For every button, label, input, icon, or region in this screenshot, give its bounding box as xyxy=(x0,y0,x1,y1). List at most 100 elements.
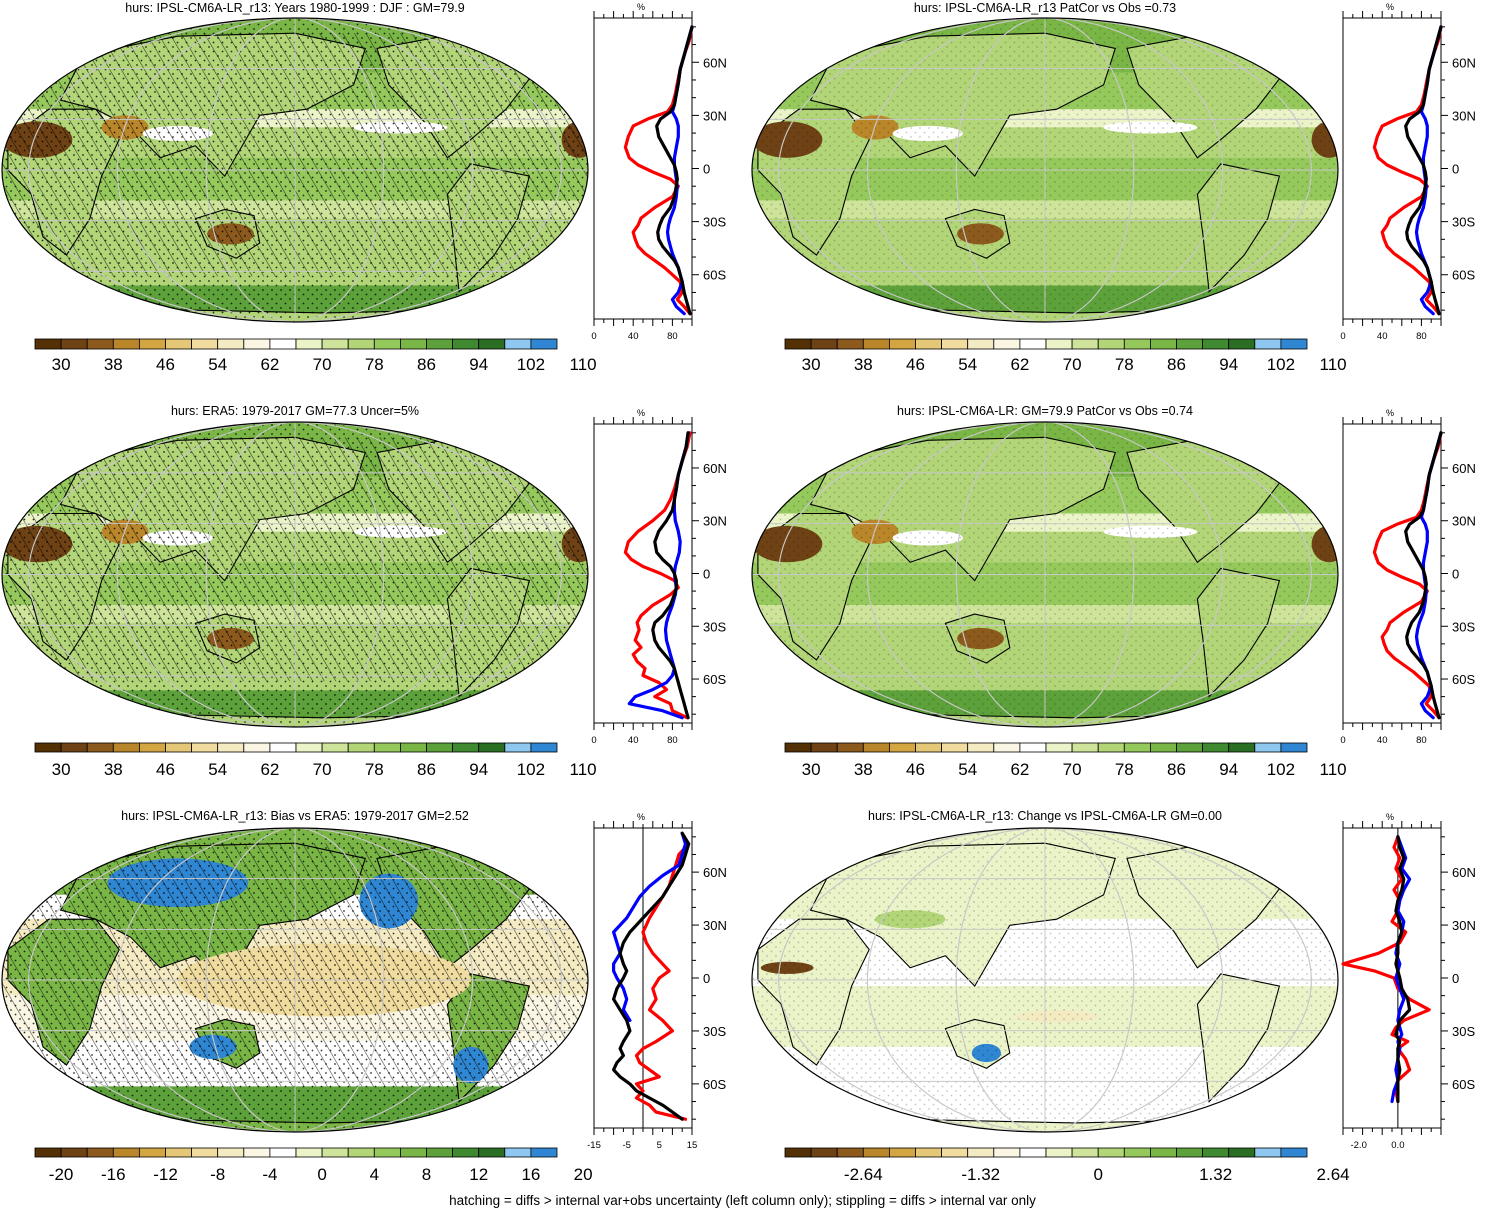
colorbar-tick-label: 38 xyxy=(104,355,123,374)
x-tick-label: 0 xyxy=(1340,735,1345,746)
x-tick-label: 0.0 xyxy=(1391,1140,1404,1151)
colorbar: 30 38 46 54 62 70 78 86 94 102 110 xyxy=(784,742,1347,779)
y-tick-label: 60S xyxy=(703,268,726,283)
colorbar-swatch xyxy=(426,742,454,753)
colorbar-tick-label: -20 xyxy=(49,1165,74,1184)
colorbar-swatch xyxy=(1228,338,1256,350)
graticule-meridian xyxy=(28,18,562,322)
colorbar-swatch xyxy=(86,742,114,753)
y-tick-label: 60N xyxy=(703,55,727,70)
colorbar-swatch xyxy=(1202,742,1230,753)
colorbar-swatch xyxy=(1071,1147,1099,1158)
colorbar-swatch xyxy=(165,338,193,350)
colorbar-swatch xyxy=(138,742,166,753)
y-tick-label: 30S xyxy=(703,619,726,634)
zonal-series-line xyxy=(612,831,691,1121)
colorbar-tick-label: 8 xyxy=(422,1165,431,1184)
zonal-series-line xyxy=(1404,431,1443,720)
x-tick-label: 40 xyxy=(628,331,639,342)
y-tick-label: 30N xyxy=(1452,918,1476,933)
colorbar-swatch xyxy=(165,1147,193,1158)
y-tick-label: 0 xyxy=(1452,162,1459,177)
colorbar-swatch xyxy=(478,742,506,753)
colorbar-tick-label: 1.32 xyxy=(1199,1165,1232,1184)
colorbar-tick-label: -16 xyxy=(101,1165,126,1184)
colorbar-swatch xyxy=(1097,1147,1125,1158)
colorbar-swatch xyxy=(165,742,193,753)
graticule-meridian xyxy=(866,422,1224,727)
graticule-meridian xyxy=(778,828,1312,1132)
colorbar: 30 38 46 54 62 70 78 86 94 102 110 xyxy=(34,742,597,779)
panel-title: hurs: IPSL-CM6A-LR_r13: Bias vs ERA5: 19… xyxy=(121,809,469,823)
colorbar-tick-label: 110 xyxy=(570,760,597,779)
colorbar-swatch xyxy=(1280,1147,1308,1158)
x-tick-label: -5 xyxy=(622,1140,630,1151)
colorbar-swatch xyxy=(452,742,480,753)
colorbar-tick-label: -2.64 xyxy=(844,1165,883,1184)
zonal-series-line xyxy=(623,431,692,720)
y-tick-label: 0 xyxy=(703,971,710,986)
colorbar-swatch xyxy=(862,742,890,753)
x-tick-label: 0 xyxy=(591,331,596,342)
colorbar-swatch xyxy=(269,742,297,753)
map-outline xyxy=(1,17,589,323)
colorbar-swatch xyxy=(810,742,838,753)
colorbar-swatch xyxy=(399,1147,427,1158)
colorbar-tick-label: 30 xyxy=(802,355,821,374)
panel-middle-left: hurs: ERA5: 1979-2017 GM=77.3 Uncer=5% 30… xyxy=(1,404,727,779)
colorbar-swatch xyxy=(1176,1147,1204,1158)
panel-top-right: hurs: IPSL-CM6A-LR_r13 PatCor vs Obs =0.… xyxy=(751,1,1476,374)
zonal-mean-plot: % -2.0 0.0 60N 30N 0 30S 60S xyxy=(1341,812,1476,1151)
colorbar-tick-label: -8 xyxy=(210,1165,225,1184)
colorbar-tick-label: 78 xyxy=(1115,355,1134,374)
y-tick-label: 0 xyxy=(1452,971,1459,986)
colorbar-tick-label: 46 xyxy=(906,760,925,779)
colorbar-swatch xyxy=(112,338,140,350)
colorbar-swatch xyxy=(217,338,245,350)
map-outline xyxy=(1,827,589,1133)
colorbar-swatch xyxy=(60,1147,88,1158)
map-field xyxy=(2,422,588,727)
colorbar-swatch xyxy=(784,1147,812,1158)
panel-middle-right: hurs: IPSL-CM6A-LR: GM=79.9 PatCor vs Ob… xyxy=(751,404,1476,779)
x-tick-label: 40 xyxy=(1377,331,1388,342)
colorbar-swatch xyxy=(1123,338,1151,350)
colorbar-tick-label: 94 xyxy=(469,355,488,374)
colorbar-swatch xyxy=(530,1147,558,1158)
graticule-meridian xyxy=(866,828,1224,1132)
colorbar-tick-label: 4 xyxy=(370,1165,379,1184)
x-tick-label: 80 xyxy=(1416,331,1427,342)
colorbar-swatch xyxy=(34,1147,62,1158)
colorbar-tick-label: 54 xyxy=(208,760,227,779)
colorbar-swatch xyxy=(426,338,454,350)
colorbar-swatch xyxy=(347,338,375,350)
colorbar-swatch xyxy=(1071,338,1099,350)
colorbar-swatch xyxy=(138,1147,166,1158)
panel-title: hurs: IPSL-CM6A-LR_r13: Years 1980-1999 … xyxy=(125,1,464,15)
colorbar-tick-label: 46 xyxy=(906,355,925,374)
graticule-meridian xyxy=(205,422,385,727)
colorbar-tick-label: 30 xyxy=(802,760,821,779)
colorbar-tick-label: 110 xyxy=(1320,355,1347,374)
colorbar-swatch xyxy=(1019,338,1047,350)
colorbar-swatch xyxy=(269,1147,297,1158)
colorbar-tick-label: 70 xyxy=(313,760,332,779)
colorbar-swatch xyxy=(1254,742,1282,753)
colorbar-tick-label: 46 xyxy=(156,355,175,374)
colorbar-swatch xyxy=(191,338,219,350)
y-tick-label: 60N xyxy=(703,461,727,476)
colorbar-swatch xyxy=(1254,1147,1282,1158)
x-tick-label: 5 xyxy=(657,1140,662,1151)
x-tick-label: 40 xyxy=(628,735,639,746)
colorbar-swatch xyxy=(1280,742,1308,753)
colorbar-swatch xyxy=(1019,742,1047,753)
colorbar-tick-label: 54 xyxy=(958,760,977,779)
colorbar-tick-label: 94 xyxy=(469,760,488,779)
y-tick-label: 60S xyxy=(703,672,726,687)
colorbar-tick-label: 110 xyxy=(1320,760,1347,779)
zonal-xlabel: % xyxy=(637,812,645,822)
colorbar-swatch xyxy=(217,1147,245,1158)
graticule-meridian xyxy=(778,18,1312,322)
colorbar-swatch xyxy=(1254,338,1282,350)
